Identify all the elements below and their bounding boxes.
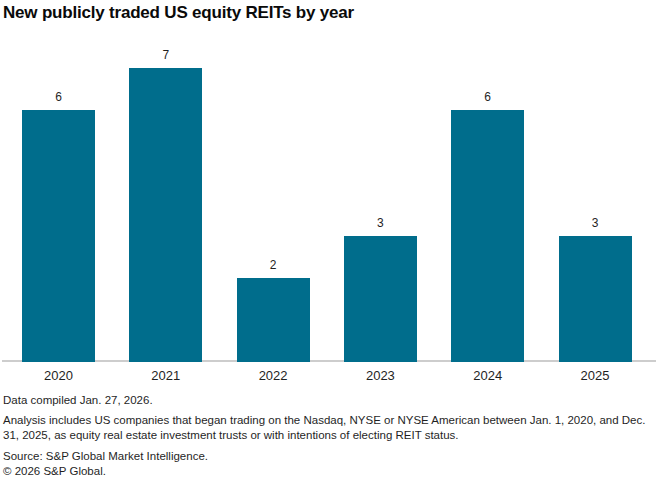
value-label-2025: 3	[559, 216, 632, 230]
bar-2022	[237, 278, 310, 362]
x-tick-2022: 2022	[237, 368, 310, 383]
value-label-2024: 6	[451, 90, 524, 104]
bar-2025	[559, 236, 632, 362]
footer-notes: Data compiled Jan. 27, 2026. Analysis in…	[3, 393, 655, 479]
value-label-2022: 2	[237, 258, 310, 272]
chart-canvas: New publicly traded US equity REITs by y…	[0, 0, 662, 480]
x-tick-2021: 2021	[129, 368, 202, 383]
x-tick-2025: 2025	[559, 368, 632, 383]
footnote-analysis: Analysis includes US companies that bega…	[3, 413, 653, 443]
bar-2024	[451, 110, 524, 362]
bar-2023	[344, 236, 417, 362]
footnote-copyright: © 2026 S&P Global.	[3, 464, 655, 479]
footnote-data-compiled: Data compiled Jan. 27, 2026.	[3, 393, 655, 408]
x-tick-2023: 2023	[344, 368, 417, 383]
x-tick-2024: 2024	[451, 368, 524, 383]
value-label-2020: 6	[22, 90, 95, 104]
bar-2020	[22, 110, 95, 362]
footnote-source: Source: S&P Global Market Intelligence.	[3, 449, 655, 464]
bar-2021	[129, 68, 202, 362]
plot-area: 6 7 2 3 6 3	[0, 0, 662, 362]
value-label-2021: 7	[129, 48, 202, 62]
value-label-2023: 3	[344, 216, 417, 230]
x-tick-2020: 2020	[22, 368, 95, 383]
